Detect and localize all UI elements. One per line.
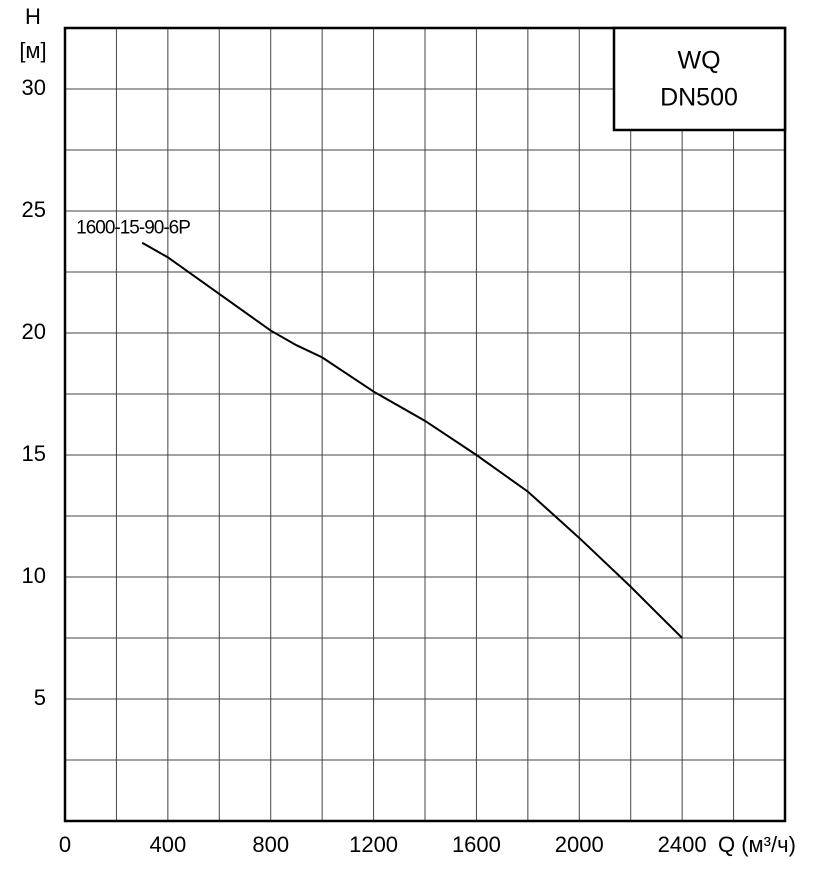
y-tick-label: 15: [22, 441, 46, 466]
y-tick-label: 20: [22, 319, 46, 344]
plot-frame: [63, 26, 787, 823]
model-box-text: WQ: [677, 47, 720, 75]
y-tick-label: 5: [34, 685, 46, 710]
y-axis-symbol: H: [25, 4, 41, 29]
x-tick-label: 0: [59, 832, 71, 857]
x-tick-label: 1200: [349, 832, 398, 857]
x-tick-label: 2000: [555, 832, 604, 857]
model-box: [612, 26, 787, 132]
y-axis-unit: [м]: [19, 38, 46, 63]
x-tick-label: 800: [252, 832, 289, 857]
y-tick-label: 25: [22, 197, 46, 222]
x-tick-label: 1600: [452, 832, 501, 857]
curve: [141, 241, 683, 639]
y-tick-label: 10: [22, 563, 46, 588]
x-tick-label: 400: [149, 832, 186, 857]
x-tick-label: 2400: [658, 832, 707, 857]
y-tick-label: 30: [22, 75, 46, 100]
x-axis-label: Q (м³/ч): [718, 832, 796, 857]
model-box-text: DN500: [660, 84, 738, 112]
curve-label: 1600-15-90-6P: [76, 218, 190, 239]
